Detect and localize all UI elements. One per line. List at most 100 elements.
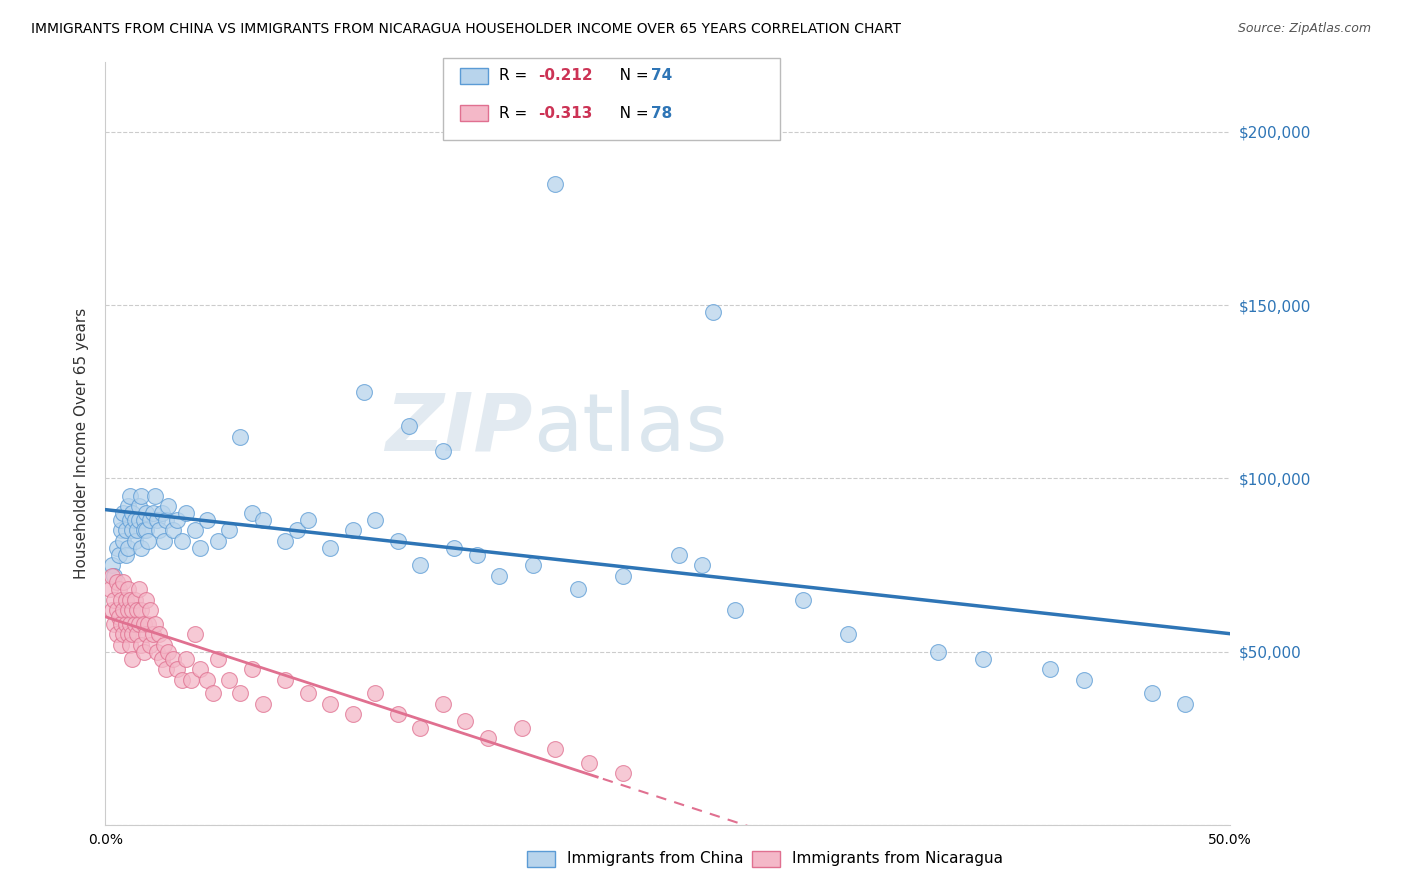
Point [105, 603, 128, 617]
Point [132, 645, 155, 659]
Point [274, 673, 297, 687]
Point [202, 686, 225, 700]
Y-axis label: Householder Income Over 65 years: Householder Income Over 65 years [75, 308, 90, 580]
Point [240, 506, 263, 520]
Point [101, 603, 124, 617]
Point [176, 506, 198, 520]
Point [578, 756, 600, 770]
Point [195, 673, 218, 687]
Point [108, 548, 131, 562]
Point [353, 384, 375, 399]
Point [114, 548, 136, 562]
Point [112, 627, 135, 641]
Point [157, 645, 180, 659]
Point [153, 638, 176, 652]
Point [105, 541, 128, 555]
Point [128, 617, 150, 632]
Point [837, 627, 859, 641]
Point [229, 686, 252, 700]
Point [297, 686, 319, 700]
Point [143, 617, 166, 632]
Point [146, 645, 169, 659]
Point [398, 419, 420, 434]
Point [131, 638, 153, 652]
Point [146, 513, 169, 527]
Text: 78: 78 [651, 106, 672, 120]
Point [121, 627, 143, 641]
Point [162, 651, 184, 665]
Text: atlas: atlas [533, 390, 727, 467]
Point [792, 592, 814, 607]
Point [150, 506, 173, 520]
Point [207, 533, 229, 548]
Point [114, 617, 136, 632]
Point [124, 533, 146, 548]
Point [124, 513, 146, 527]
Point [170, 533, 193, 548]
Point [101, 558, 124, 573]
Point [342, 524, 364, 538]
Point [1039, 662, 1062, 676]
Point [544, 177, 567, 191]
Point [148, 524, 170, 538]
Text: -0.212: -0.212 [538, 69, 593, 83]
Point [150, 651, 173, 665]
Point [110, 617, 132, 632]
Point [135, 592, 157, 607]
Point [166, 662, 188, 676]
Point [285, 524, 308, 538]
Point [319, 541, 342, 555]
Point [972, 651, 994, 665]
Point [387, 533, 409, 548]
Point [110, 638, 132, 652]
Text: Source: ZipAtlas.com: Source: ZipAtlas.com [1237, 22, 1371, 36]
Point [136, 533, 159, 548]
Point [112, 533, 135, 548]
Point [131, 541, 153, 555]
Point [101, 568, 124, 582]
Text: -0.313: -0.313 [538, 106, 593, 120]
Point [110, 592, 132, 607]
Point [120, 638, 142, 652]
Point [131, 489, 153, 503]
Point [121, 524, 143, 538]
Point [120, 617, 142, 632]
Point [218, 673, 240, 687]
Point [128, 582, 150, 597]
Text: R =: R = [499, 69, 533, 83]
Point [125, 627, 148, 641]
Point [364, 513, 387, 527]
Point [162, 524, 184, 538]
Point [1073, 673, 1095, 687]
Point [319, 697, 342, 711]
Point [125, 603, 148, 617]
Text: Immigrants from Nicaragua: Immigrants from Nicaragua [792, 851, 1002, 865]
Point [114, 524, 136, 538]
Point [124, 592, 146, 607]
Point [121, 651, 143, 665]
Point [387, 707, 409, 722]
Text: Immigrants from China: Immigrants from China [567, 851, 744, 865]
Point [139, 603, 162, 617]
Point [927, 645, 949, 659]
Point [128, 499, 150, 513]
Point [139, 638, 162, 652]
Point [409, 558, 432, 573]
Point [110, 513, 132, 527]
Point [143, 489, 166, 503]
Point [103, 592, 125, 607]
Point [409, 721, 432, 735]
Point [195, 513, 218, 527]
Point [120, 513, 142, 527]
Point [612, 568, 634, 582]
Point [135, 506, 157, 520]
Point [297, 513, 319, 527]
Point [155, 662, 177, 676]
Point [180, 673, 202, 687]
Point [477, 731, 499, 746]
Point [117, 499, 139, 513]
Point [105, 575, 128, 590]
Point [121, 603, 143, 617]
Point [117, 603, 139, 617]
Point [110, 524, 132, 538]
